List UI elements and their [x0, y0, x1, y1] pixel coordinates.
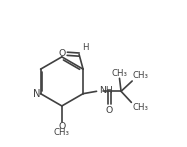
Text: CH₃: CH₃ [54, 128, 70, 137]
Text: CH₃: CH₃ [133, 71, 149, 80]
Text: O: O [59, 49, 66, 58]
Text: CH₃: CH₃ [111, 69, 127, 77]
Text: N: N [33, 89, 41, 99]
Text: H: H [82, 43, 88, 52]
Text: O: O [106, 106, 113, 115]
Text: O: O [58, 122, 65, 131]
Text: CH₃: CH₃ [132, 103, 148, 112]
Text: NH: NH [99, 86, 113, 95]
